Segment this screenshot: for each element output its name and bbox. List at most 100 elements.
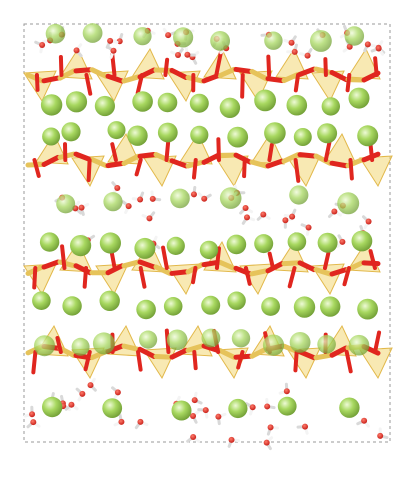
cation-sphere	[42, 127, 61, 146]
bond	[297, 66, 317, 77]
bond	[201, 152, 221, 165]
bond	[121, 153, 141, 167]
cation-sphere	[219, 97, 241, 119]
cation-sphere	[45, 23, 66, 44]
bond	[217, 259, 237, 271]
oxygen-bond	[82, 266, 89, 289]
cation-sphere	[170, 188, 190, 209]
cation-sphere	[231, 329, 251, 348]
water-molecule	[121, 200, 132, 214]
oxygen-atom	[249, 404, 256, 411]
cation-sphere	[201, 328, 221, 348]
oxygen-atom	[377, 432, 384, 439]
oxygen-atom	[110, 47, 117, 54]
cation-sphere	[199, 240, 219, 260]
cation-sphere	[94, 95, 115, 117]
tetrahedron	[287, 155, 321, 188]
oxygen-atom	[215, 413, 222, 420]
oxygen-bond	[266, 54, 272, 77]
oxygen-bond	[58, 54, 64, 77]
oxygen-atom	[30, 419, 37, 426]
oxygen-bond	[243, 266, 252, 286]
cation-sphere	[289, 185, 309, 205]
oxygen-atom	[39, 42, 46, 49]
oxygen-atom	[137, 196, 144, 203]
oxygen-atom	[202, 407, 209, 414]
water-molecule	[184, 46, 196, 58]
oxygen-bond	[293, 158, 301, 183]
cation-sphere	[139, 330, 158, 349]
bond	[233, 152, 253, 165]
cation-sphere	[287, 232, 307, 251]
unit-cell-border	[23, 23, 391, 443]
cation-sphere	[337, 192, 360, 215]
water-molecule	[296, 423, 309, 435]
bond	[233, 66, 253, 74]
bond	[169, 269, 189, 276]
oxygen-atom	[260, 211, 267, 218]
bond	[281, 260, 301, 267]
oxygen-atom	[243, 214, 250, 221]
bond	[297, 260, 317, 273]
cation-sphere	[163, 297, 183, 316]
oxygen-bond	[322, 250, 331, 270]
silicate-layer	[25, 132, 393, 188]
oxygen-bond	[34, 73, 40, 92]
cation-sphere	[262, 334, 285, 356]
water-molecule	[73, 43, 83, 58]
water-molecule	[191, 391, 203, 405]
oxygen-bond	[32, 158, 41, 178]
cation-sphere	[40, 94, 63, 116]
water-molecule	[299, 48, 313, 59]
water-molecule	[283, 35, 297, 46]
bond	[25, 72, 45, 84]
bond	[329, 160, 349, 169]
bond	[265, 76, 285, 84]
cation-sphere	[62, 296, 82, 316]
cation-sphere	[357, 298, 378, 320]
cation-sphere	[264, 122, 286, 144]
cation-sphere	[344, 26, 365, 46]
cation-sphere	[293, 128, 312, 146]
bond	[121, 343, 141, 352]
oxygen-atom	[190, 433, 197, 440]
bond	[57, 345, 77, 358]
oxygen-atom	[228, 436, 235, 443]
bond	[217, 348, 237, 360]
water-molecule	[134, 418, 149, 430]
bond	[169, 67, 189, 81]
bond	[265, 261, 285, 274]
bond	[249, 68, 269, 82]
oxygen-atom	[184, 51, 191, 58]
oxygen-bond	[55, 335, 63, 354]
water-molecule	[149, 190, 162, 202]
bond	[313, 352, 333, 361]
water-molecule	[361, 215, 372, 230]
bond	[153, 264, 173, 276]
cation-sphere	[254, 234, 274, 254]
cation-sphere	[70, 235, 92, 257]
bond	[169, 347, 189, 360]
water-molecule	[106, 45, 117, 59]
cation-sphere	[34, 335, 55, 357]
water-molecule	[356, 417, 370, 428]
bond	[105, 73, 125, 84]
bond	[281, 71, 301, 84]
bond	[249, 268, 269, 277]
cation-sphere	[190, 125, 209, 144]
bond	[329, 345, 349, 358]
cation-sphere	[321, 97, 340, 116]
bond	[329, 69, 349, 83]
water-molecule	[105, 37, 119, 49]
cation-sphere	[228, 398, 248, 419]
oxygen-bond	[83, 350, 92, 372]
cation-sphere	[317, 335, 336, 354]
water-molecule	[363, 41, 377, 53]
water-molecule	[26, 419, 41, 429]
bond	[137, 346, 157, 359]
cation-sphere	[61, 122, 81, 142]
oxygen-atom	[78, 204, 85, 211]
oxygen-bond	[323, 57, 328, 77]
cation-sphere	[293, 296, 316, 318]
water-molecule	[300, 223, 312, 236]
